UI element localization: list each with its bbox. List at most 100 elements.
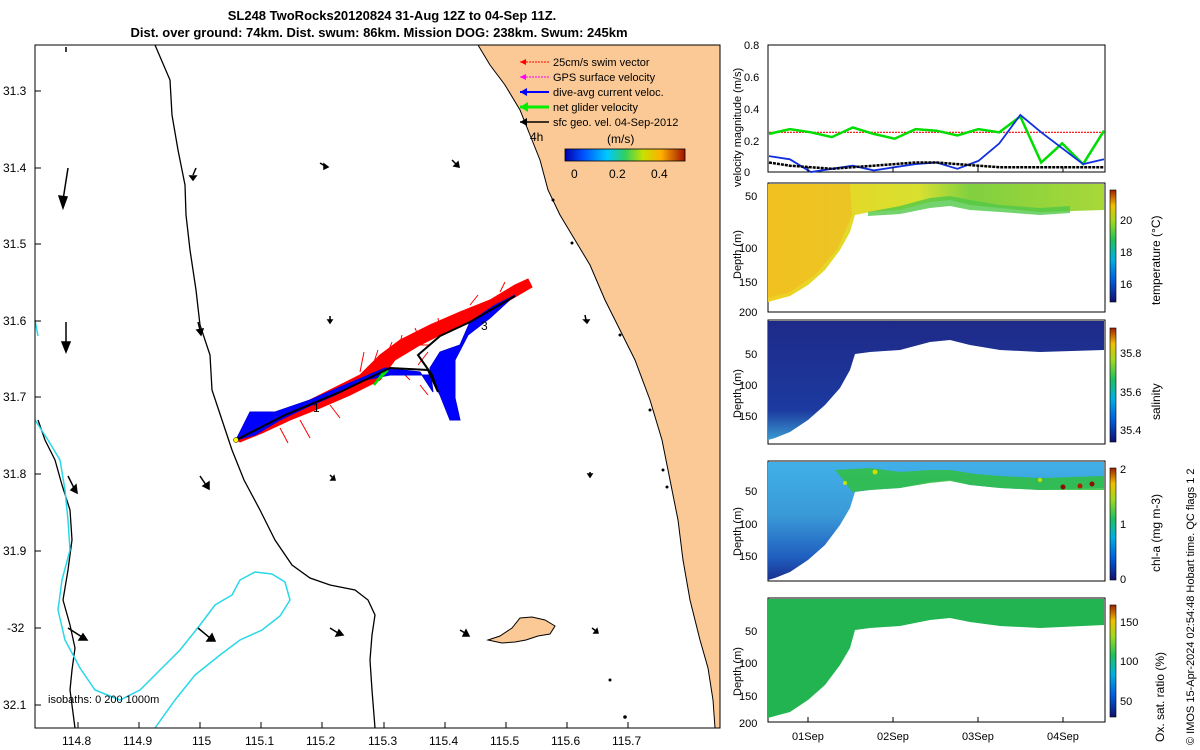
depth-tick: 150 bbox=[739, 411, 757, 423]
depth-tick: 150 bbox=[739, 551, 757, 563]
temperature-thermocline bbox=[868, 196, 1070, 216]
map-axis-ticks bbox=[35, 90, 629, 728]
lon-tick: 114.8 bbox=[62, 734, 91, 748]
waypoint-1: 1 bbox=[313, 401, 320, 415]
figure-title: SL248 TwoRocks20120824 31-Aug 12Z to 04-… bbox=[228, 8, 557, 23]
vel-tick: 0.6 bbox=[744, 72, 759, 84]
map-axes-box bbox=[34, 44, 721, 729]
sal-cbar-tick: 35.4 bbox=[1120, 425, 1141, 437]
velocity-y-ticks: 0 0.2 0.4 0.6 0.8 bbox=[744, 40, 759, 179]
figure-subtitle: Dist. over ground: 74km. Dist. swum: 86k… bbox=[130, 25, 627, 40]
salinity-panel bbox=[767, 319, 1106, 445]
chla-hotspots bbox=[843, 469, 1095, 490]
geo-velocity-arrows bbox=[57, 47, 599, 642]
velocity-panel: 0 0.2 0.4 0.6 0.8 velocity magnitude (m/… bbox=[732, 40, 1106, 187]
legend-gps-velocity: GPS surface velocity bbox=[553, 72, 656, 84]
chla-cbar-tick: 1 bbox=[1120, 519, 1126, 531]
depth-tick: 50 bbox=[745, 349, 757, 361]
map-y-labels: 31.3 31.4 31.5 31.6 31.7 31.8 31.9 -32 3… bbox=[3, 84, 27, 712]
day-tick: 03Sep bbox=[962, 731, 994, 743]
vel-tick: 0.2 bbox=[744, 136, 759, 148]
depth-axes-labels: 50 100 150 200 Depth (m) 50 100 150 Dept… bbox=[732, 191, 757, 730]
oxygen-panel bbox=[767, 597, 1106, 723]
map-x-labels: 114.8 114.9 115 115.1 115.2 115.3 115.4 … bbox=[62, 734, 641, 748]
start-marker bbox=[233, 437, 239, 443]
velocity-axes bbox=[767, 44, 1106, 173]
chla-colorbar bbox=[1109, 467, 1117, 581]
map-colorbar: (m/s) 0 0.2 0.4 bbox=[564, 132, 686, 181]
lon-tick: 114.9 bbox=[123, 734, 152, 748]
legend-net-velocity: net glider velocity bbox=[553, 102, 638, 114]
chla-depth-label: Depth (m) bbox=[732, 507, 744, 556]
salinity-field bbox=[768, 321, 1104, 440]
colorbar-tick: 0.2 bbox=[609, 167, 626, 181]
oxygen-field bbox=[768, 599, 1104, 718]
velocity-ylabel: velocity magnitude (m/s) bbox=[732, 68, 744, 187]
depth-tick: 150 bbox=[739, 691, 757, 703]
depth-tick: 100 bbox=[739, 243, 757, 255]
temp-cbar-tick: 20 bbox=[1120, 215, 1132, 227]
temperature-depth-label: Depth (m) bbox=[732, 230, 744, 279]
legend-swim-vector: 25cm/s swim vector bbox=[553, 57, 650, 69]
chla-clabel: chl-a (mg m-3) bbox=[1149, 494, 1163, 572]
day-tick: 04Sep bbox=[1047, 731, 1079, 743]
waypoint-3: 3 bbox=[481, 319, 488, 333]
velocity-series bbox=[768, 113, 1106, 173]
lon-tick: 115.5 bbox=[490, 734, 519, 748]
oxygen-colorbar bbox=[1109, 604, 1117, 718]
lat-tick: 32.1 bbox=[3, 698, 27, 712]
credit-line: © IMOS 15-Apr-2024 02:54:48 Hobart time.… bbox=[1185, 468, 1197, 745]
net-velocity-vectors bbox=[373, 369, 389, 386]
day-tick: 02Sep bbox=[877, 731, 909, 743]
lon-tick: 115.1 bbox=[245, 734, 274, 748]
colorbar-unit: (m/s) bbox=[607, 132, 634, 146]
islets bbox=[551, 198, 669, 719]
temperature-warm-surface bbox=[768, 184, 852, 298]
vel-tick: 0.8 bbox=[744, 40, 759, 52]
net-velocity-line bbox=[768, 114, 1106, 167]
depth-tick: 50 bbox=[745, 191, 757, 203]
time-x-labels: 01Sep 02Sep 03Sep 04Sep bbox=[792, 731, 1079, 743]
chla-cbar-tick: 0 bbox=[1120, 574, 1126, 586]
lon-tick: 115.3 bbox=[368, 734, 397, 748]
legend-current-velocity: dive-avg current veloc. bbox=[553, 87, 664, 99]
chla-cbar-tick: 2 bbox=[1120, 464, 1126, 476]
depth-tick: 50 bbox=[745, 486, 757, 498]
oxygen-depth-label: Depth (m) bbox=[732, 647, 744, 696]
ox-cbar-tick: 150 bbox=[1120, 617, 1138, 629]
isobath-cyan-west bbox=[34, 419, 291, 729]
isobath-1000 bbox=[37, 419, 76, 729]
day-tick: 01Sep bbox=[792, 731, 824, 743]
lon-tick: 115.7 bbox=[612, 734, 641, 748]
lon-tick: 115.4 bbox=[429, 734, 458, 748]
glider-track bbox=[235, 295, 516, 441]
colorbar-gradient bbox=[564, 148, 686, 162]
depth-tick: 100 bbox=[739, 380, 757, 392]
lat-tick: 31.9 bbox=[3, 544, 27, 558]
day-gridticks bbox=[807, 167, 1064, 722]
island bbox=[486, 616, 556, 644]
sal-cbar-tick: 35.8 bbox=[1120, 348, 1141, 360]
sal-cbar-tick: 35.6 bbox=[1120, 387, 1141, 399]
depth-tick: 150 bbox=[739, 277, 757, 289]
lat-tick: 31.8 bbox=[3, 467, 27, 481]
lat-tick: 31.4 bbox=[3, 161, 27, 175]
temperature-clabel: temperature (°C) bbox=[1149, 216, 1163, 306]
temperature-panel bbox=[767, 182, 1106, 313]
map-panel: 1 3 4h 25cm/s swim vector GPS surface ve… bbox=[3, 44, 721, 748]
chla-max-layer bbox=[835, 468, 1104, 492]
isobath-200 bbox=[154, 44, 376, 729]
temp-cbar-tick: 16 bbox=[1120, 279, 1132, 291]
colorbar-tick: 0.4 bbox=[651, 167, 668, 181]
lat-tick: -32 bbox=[7, 621, 25, 635]
map-legend: 25cm/s swim vector GPS surface velocity … bbox=[520, 57, 678, 129]
lat-tick: 31.3 bbox=[3, 84, 27, 98]
vel-tick: 0 bbox=[744, 167, 750, 179]
ox-cbar-tick: 50 bbox=[1120, 696, 1132, 708]
vel-tick: 0.4 bbox=[744, 104, 759, 116]
depth-tick: 100 bbox=[739, 519, 757, 531]
ox-cbar-tick: 100 bbox=[1120, 656, 1138, 668]
temperature-field bbox=[768, 184, 1104, 302]
lat-tick: 31.6 bbox=[3, 314, 27, 328]
